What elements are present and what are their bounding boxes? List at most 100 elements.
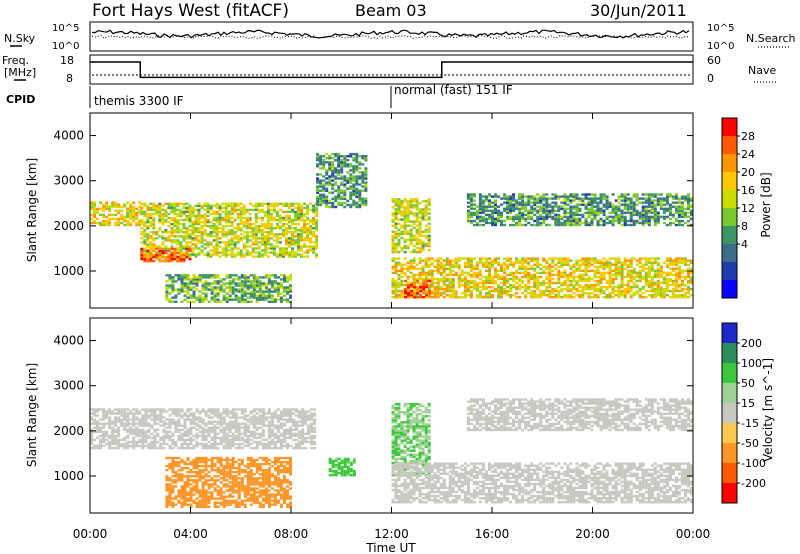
power-cell	[687, 193, 690, 196]
power-cell	[358, 197, 362, 200]
colorbar-tick-label: 4	[741, 238, 748, 251]
power-cell	[647, 275, 651, 279]
power-cell	[620, 203, 624, 206]
velocity-cell	[180, 410, 184, 413]
power-cell	[306, 251, 310, 254]
power-cell	[264, 288, 268, 291]
power-cell	[533, 207, 537, 210]
power-cell	[140, 210, 144, 214]
power-cell	[255, 298, 259, 301]
power-cell	[334, 195, 338, 198]
power-cell	[397, 244, 401, 248]
power-cell	[593, 261, 597, 264]
power-cell	[126, 223, 130, 227]
power-cell	[650, 257, 654, 260]
power-cell	[472, 265, 476, 268]
power-cell	[578, 207, 582, 210]
velocity-cell	[195, 436, 199, 440]
power-cell	[257, 245, 261, 248]
power-cell	[171, 300, 175, 303]
power-cell	[424, 261, 428, 264]
velocity-cell	[102, 426, 106, 429]
velocity-cell	[141, 446, 145, 450]
power-cell	[629, 219, 633, 223]
power-cell	[170, 206, 174, 210]
power-cell	[665, 281, 669, 285]
power-cell	[668, 273, 672, 277]
power-cell	[206, 202, 210, 205]
power-cell	[409, 261, 413, 264]
power-cell	[188, 253, 192, 256]
power-cell	[242, 235, 246, 238]
power-cell	[557, 213, 561, 217]
power-cell	[424, 244, 428, 248]
velocity-cell	[177, 428, 181, 431]
velocity-cell	[99, 426, 102, 429]
power-cell	[539, 294, 543, 297]
power-cell	[297, 235, 300, 238]
power-cell	[260, 241, 264, 244]
power-cell	[584, 269, 588, 272]
power-cell	[303, 220, 307, 224]
power-cell	[662, 275, 666, 279]
power-cell	[569, 209, 573, 212]
power-cell	[334, 169, 338, 172]
power-cell	[316, 152, 320, 156]
power-cell	[521, 203, 525, 206]
power-cell	[560, 283, 564, 287]
power-cell	[102, 219, 106, 223]
power-cell	[608, 277, 612, 281]
power-cell	[665, 279, 669, 283]
power-cell	[659, 281, 663, 285]
power-cell	[425, 285, 429, 289]
power-cell	[236, 229, 240, 232]
power-cell	[400, 248, 404, 252]
power-cell	[475, 223, 479, 227]
velocity-cell	[141, 432, 145, 436]
power-cell	[155, 253, 159, 257]
power-cell	[300, 247, 303, 250]
power-cell	[418, 238, 422, 242]
power-cell	[143, 233, 147, 236]
power-cell	[174, 288, 178, 291]
power-cell	[406, 204, 410, 207]
power-cell	[518, 271, 522, 275]
power-cell	[460, 269, 464, 272]
power-cell	[412, 265, 416, 268]
power-cell	[161, 220, 165, 224]
power-cell	[140, 202, 144, 205]
velocity-cell	[108, 410, 112, 413]
power-cell	[394, 226, 398, 229]
power-cell	[641, 223, 645, 227]
velocity-cell	[135, 442, 139, 446]
power-cell	[448, 287, 452, 291]
power-cell	[542, 294, 546, 297]
power-cell	[674, 219, 678, 223]
velocity-cell	[174, 428, 178, 431]
power-cell	[179, 241, 183, 244]
power-cell	[415, 277, 419, 281]
power-cell	[563, 193, 567, 196]
power-cell	[258, 288, 262, 291]
power-cell	[509, 263, 513, 266]
power-cell	[309, 220, 313, 224]
power-cell	[599, 201, 603, 204]
power-cell	[497, 287, 500, 291]
power-cell	[403, 271, 407, 275]
power-cell	[239, 214, 243, 218]
power-cell	[391, 214, 395, 217]
power-cell	[506, 281, 510, 285]
power-cell	[418, 216, 422, 219]
power-cell	[687, 197, 690, 200]
power-cell	[328, 169, 332, 172]
power-cell	[263, 235, 267, 238]
power-cell	[222, 298, 226, 301]
power-cell	[551, 193, 555, 196]
power-cell	[448, 261, 452, 264]
power-cell	[430, 273, 434, 277]
velocity-echo-layer	[90, 398, 693, 508]
power-cell	[267, 300, 271, 303]
power-cell	[245, 216, 249, 220]
power-cell	[149, 214, 153, 218]
power-cell	[228, 274, 232, 277]
